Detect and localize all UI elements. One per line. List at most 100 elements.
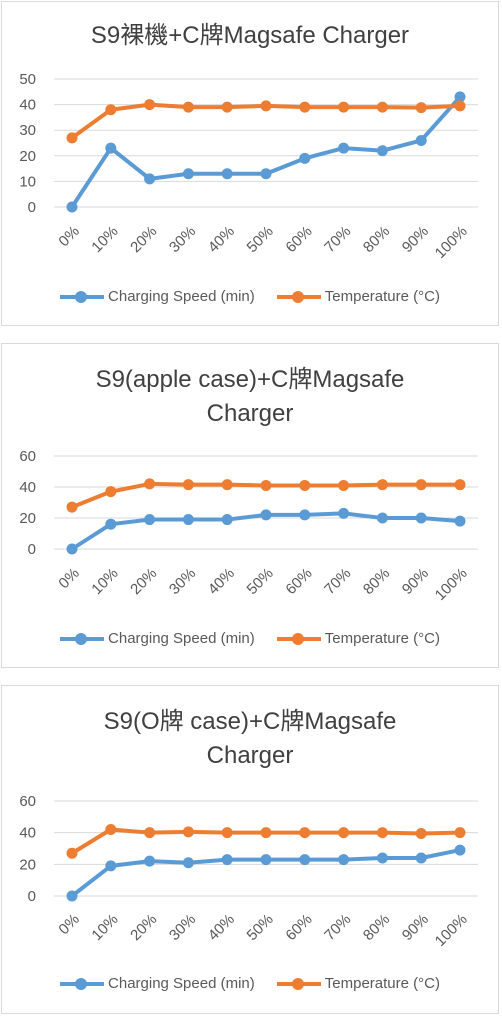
series-speed-point (144, 173, 156, 185)
series-temperature-point (182, 479, 194, 491)
series-speed-point (338, 854, 350, 866)
x-tick-label: 30% (166, 911, 199, 944)
y-tick-label: 0 (28, 888, 36, 905)
chart-legend: Charging Speed (min) Temperature (°C) (2, 975, 498, 992)
legend-label-temperature: Temperature (°C) (324, 288, 440, 305)
x-tick-label: 100% (432, 223, 471, 262)
legend-label-speed: Charging Speed (min) (108, 288, 255, 305)
series-temperature-point (415, 102, 427, 114)
x-tick-label: 20% (127, 565, 160, 598)
y-tick-label: 40 (19, 479, 36, 496)
chart-panel-3: S9(O牌 case)+C牌Magsafe Charger 0 20 40 60 0% 1… (1, 685, 499, 1014)
x-tick-label: 60% (282, 223, 315, 256)
legend-item-speed: Charging Speed (min) (60, 630, 255, 647)
series-speed-point (299, 854, 311, 866)
series-speed-point (144, 514, 156, 526)
legend-label-temperature: Temperature (°C) (324, 975, 440, 992)
x-tick-label: 10% (88, 911, 121, 944)
x-tick-label: 80% (360, 565, 393, 598)
series-speed-point (221, 854, 233, 866)
legend-swatch-temperature (276, 632, 321, 646)
y-tick-label: 20 (19, 510, 36, 527)
x-tick-label: 100% (432, 565, 471, 604)
series-speed-point (376, 145, 388, 157)
line-chart-plot: 0 20 40 60 0% 10% 20% 30% 40% 50% 60% 70% 80% 90% 100% (19, 448, 478, 604)
series-speed-point (415, 512, 427, 524)
series-speed-point (260, 509, 272, 521)
legend-label-speed: Charging Speed (min) (108, 630, 255, 647)
series-speed-point (260, 168, 272, 180)
x-tick-label: 40% (205, 223, 238, 256)
series-temperature-point (182, 826, 194, 838)
legend-swatch-speed (60, 290, 105, 304)
x-tick-label: 50% (244, 223, 277, 256)
x-tick-label: 40% (205, 565, 238, 598)
series-temperature-point (299, 101, 311, 113)
series-temperature-point (221, 101, 233, 113)
series-speed-point (182, 514, 194, 526)
series-temperature-point (66, 132, 78, 144)
series-speed-point (221, 514, 233, 526)
series-temperature-point (66, 847, 78, 859)
line-chart-plot: 0 10 20 30 40 50 0% 10% 20% 30% 40% 50% 60% 70% 80% 90%… (19, 71, 478, 262)
series-speed-point (376, 512, 388, 524)
series-speed-point (221, 168, 233, 180)
series-temperature-point (221, 479, 233, 491)
series-temperature-point (338, 827, 350, 839)
x-tick-label: 70% (321, 911, 354, 944)
series-speed-line (70, 94, 462, 209)
y-tick-label: 50 (19, 71, 36, 88)
series-speed-point (66, 890, 78, 902)
x-tick-label: 90% (399, 223, 432, 256)
chart-title: S9裸機+C牌Magsafe Charger (90, 22, 410, 49)
series-temperature-point (144, 99, 156, 111)
series-temperature-point (105, 486, 117, 498)
y-tick-label: 40 (19, 97, 36, 114)
series-temperature-point (376, 101, 388, 113)
series-speed-point (454, 91, 466, 103)
x-tick-label: 70% (321, 565, 354, 598)
x-tick-label: 80% (360, 223, 393, 256)
series-temperature-point (260, 100, 272, 112)
series-speed-point (105, 518, 117, 530)
legend-label-speed: Charging Speed (min) (108, 975, 255, 992)
y-tick-label: 0 (28, 199, 36, 216)
series-temperature-point (144, 827, 156, 839)
legend-item-temperature: Temperature (°C) (276, 630, 440, 647)
chart-legend: Charging Speed (min) Temperature (°C) (2, 288, 498, 305)
series-speed-point (299, 509, 311, 521)
x-tick-label: 0% (55, 911, 82, 938)
x-tick-label: 10% (88, 565, 121, 598)
y-tick-label: 20 (19, 148, 36, 165)
series-speed-point (182, 857, 194, 869)
series-speed-point (299, 152, 311, 164)
series-temperature-point (66, 501, 78, 513)
x-tick-label: 0% (55, 565, 82, 592)
chart-title: S9(O牌 case)+C牌Magsafe Charger (103, 708, 397, 769)
series-speed-point (338, 142, 350, 154)
series-speed-point (376, 852, 388, 864)
series-speed-point (66, 543, 78, 555)
x-tick-label: 80% (360, 911, 393, 944)
legend-swatch-temperature (276, 290, 321, 304)
x-tick-label: 100% (432, 911, 471, 950)
y-tick-label: 60 (19, 448, 36, 465)
series-temperature-point (260, 827, 272, 839)
x-tick-label: 60% (282, 565, 315, 598)
legend-swatch-temperature (276, 977, 321, 991)
series-temperature-point (105, 104, 117, 116)
chart-panel-2: S9(apple case)+C牌Magsafe Charger 0 20 40 60… (1, 343, 499, 668)
x-tick-label: 10% (88, 223, 121, 256)
chart-legend: Charging Speed (min) Temperature (°C) (2, 630, 498, 647)
legend-item-speed: Charging Speed (min) (60, 288, 255, 305)
legend-swatch-speed (60, 977, 105, 991)
legend-swatch-speed (60, 632, 105, 646)
x-tick-label: 20% (127, 223, 160, 256)
legend-label-temperature: Temperature (°C) (324, 630, 440, 647)
x-tick-label: 70% (321, 223, 354, 256)
x-tick-label: 40% (205, 911, 238, 944)
x-tick-label: 90% (399, 911, 432, 944)
legend-item-temperature: Temperature (°C) (276, 288, 440, 305)
chart-title: S9(apple case)+C牌Magsafe Charger (95, 366, 405, 427)
y-tick-label: 40 (19, 825, 36, 842)
